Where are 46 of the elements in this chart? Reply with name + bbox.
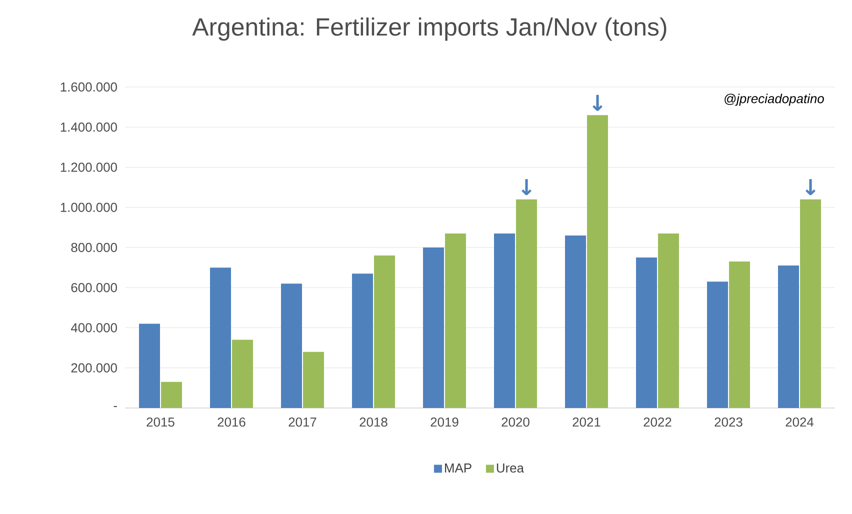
bar [445, 233, 466, 408]
bar [565, 235, 586, 408]
bar [232, 340, 253, 408]
x-tick-label: 2023 [714, 417, 742, 427]
bar [161, 382, 182, 408]
chart-title: Argentina: Fertilizer imports Jan/Nov (tons) [192, 18, 666, 41]
legend-label: MAP [445, 464, 472, 472]
y-tick-label: 800.000 [71, 242, 117, 252]
x-tick-label: 2018 [360, 417, 388, 427]
y-tick-label: 1.000.000 [60, 202, 117, 212]
x-tick-label: 2019 [430, 417, 458, 427]
bar [636, 258, 658, 408]
bar [778, 266, 800, 408]
bar [516, 199, 538, 408]
bar [423, 248, 444, 408]
x-tick-label: 2024 [786, 417, 814, 427]
x-tick-label: 2020 [502, 417, 530, 427]
bar [281, 284, 302, 408]
y-tick-label: 1.200.000 [60, 162, 117, 172]
bar [729, 262, 750, 408]
y-tick-label: 400.000 [70, 323, 117, 332]
y-tick-label: 1.400.000 [60, 122, 117, 132]
y-tick-label: 200.000 [71, 363, 117, 372]
annotation: ↓ [806, 179, 816, 196]
bar [494, 233, 516, 408]
bar [374, 256, 396, 408]
bar [587, 115, 608, 408]
y-tick-label: 1.600.000 [60, 82, 117, 92]
y-tick-label: - [114, 406, 117, 408]
bar [139, 324, 160, 408]
x-tick-label: 2021 [572, 417, 600, 427]
x-tick-label: 2015 [146, 417, 174, 427]
annotation: @jpreciadopatino [724, 94, 824, 106]
x-tick-label: 2017 [288, 417, 316, 427]
annotation: ↓ [522, 179, 532, 196]
y-tick-label: 600.000 [71, 283, 117, 292]
bar [800, 199, 822, 408]
x-tick-label: 2022 [644, 417, 672, 427]
annotation: ↓ [592, 94, 602, 111]
legend-label: Urea [496, 464, 524, 473]
bar [352, 274, 374, 408]
bar [210, 268, 232, 408]
bar [658, 233, 680, 408]
bar [303, 352, 324, 408]
bar [707, 282, 728, 408]
x-tick-label: 2016 [218, 417, 246, 427]
